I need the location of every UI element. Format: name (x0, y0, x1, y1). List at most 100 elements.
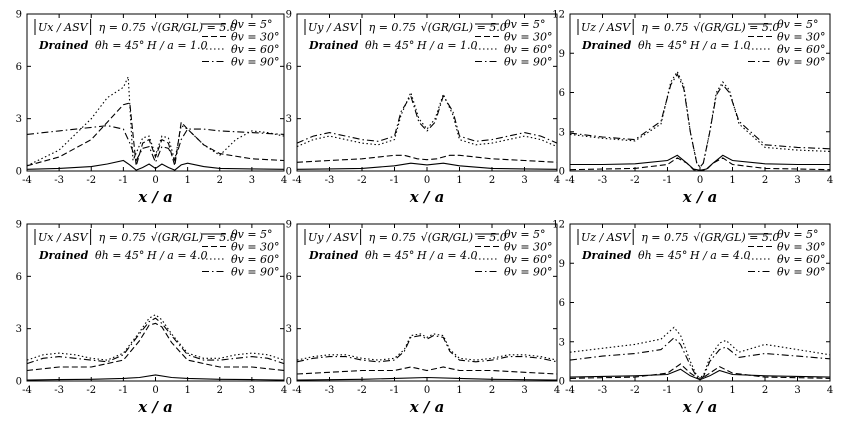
x-tick-label: 2 (489, 385, 495, 396)
x-tick-label: 3 (521, 385, 527, 396)
x-axis-label: x / a (137, 188, 173, 206)
panel-5: -4 -3 -2 -1 0 1 2 3 4 0 3 6 9 x / a Uy / ASV η = 0.75 √(… (286, 220, 561, 417)
y-tick-label: 9 (16, 220, 22, 231)
y-tick-label: 12 (552, 10, 565, 21)
y-tick-label: 3 (286, 114, 292, 125)
legend-label-1: θv = 5° (504, 228, 546, 241)
series-line-4 (569, 73, 831, 168)
y-tick-label: 9 (559, 259, 565, 270)
x-tick-label: -3 (54, 175, 64, 186)
x-tick-label: -4 (22, 175, 32, 186)
y-tick-label: 0 (16, 377, 22, 388)
x-tick-label: -1 (390, 175, 400, 186)
x-axis-label: x / a (682, 188, 718, 206)
stiffness-ratio-annotation: √(GR/GL) = 5.0 (693, 21, 779, 34)
h-over-a-annotation: H / a = 1.0 (416, 39, 478, 52)
chart-title: Uz / ASV (581, 231, 631, 244)
legend-label-3: θv = 60° (231, 43, 280, 56)
y-tick-label: 12 (552, 220, 565, 231)
legend-label-1: θv = 5° (777, 228, 819, 241)
x-tick-label: 0 (697, 175, 703, 186)
x-tick-label: 2 (217, 385, 223, 396)
x-tick-label: 0 (152, 175, 158, 186)
chart-title: Ux / ASV (38, 21, 89, 34)
series-line-3 (569, 326, 831, 378)
y-tick-label: 6 (559, 298, 565, 309)
x-tick-label: 3 (794, 175, 800, 186)
x-tick-label: -1 (390, 385, 400, 396)
x-tick-label: -2 (357, 385, 367, 396)
y-tick-label: 3 (286, 324, 292, 335)
x-tick-label: -4 (565, 385, 575, 396)
legend-label-3: θv = 60° (777, 253, 826, 266)
x-tick-label: -3 (598, 175, 608, 186)
eta-annotation: η = 0.75 (369, 231, 416, 244)
chart-title: Uz / ASV (581, 21, 631, 34)
x-tick-label: -3 (598, 385, 608, 396)
x-tick-label: -1 (663, 175, 673, 186)
y-tick-label: 0 (559, 167, 565, 178)
theta-h-annotation: θh = 45° (638, 39, 687, 52)
x-axis-label: x / a (409, 188, 445, 206)
series-line-3 (26, 76, 285, 167)
legend-label-2: θv = 30° (231, 241, 280, 254)
drained-annotation: Drained (38, 249, 89, 262)
y-tick-label: 0 (286, 377, 292, 388)
legend-label-2: θv = 30° (231, 31, 280, 44)
x-tick-label: -3 (325, 175, 335, 186)
y-tick-label: 9 (286, 220, 292, 231)
y-tick-label: 6 (286, 272, 292, 283)
x-tick-label: 1 (184, 385, 190, 396)
legend-label-4: θv = 90° (504, 266, 553, 279)
series-line-1 (26, 374, 285, 381)
y-tick-label: 0 (559, 377, 565, 388)
y-tick-label: 6 (16, 272, 22, 283)
series-line-3 (26, 314, 285, 361)
x-tick-label: -2 (86, 175, 96, 186)
x-tick-label: 4 (554, 385, 560, 396)
eta-annotation: η = 0.75 (641, 21, 688, 34)
legend-label-4: θv = 90° (504, 56, 553, 69)
y-tick-label: 9 (16, 10, 22, 21)
x-tick-label: 4 (281, 385, 287, 396)
legend-label-2: θv = 30° (777, 31, 826, 44)
x-tick-label: -4 (22, 385, 32, 396)
chart-title: Uy / ASV (308, 21, 359, 34)
eta-annotation: η = 0.75 (369, 21, 416, 34)
y-tick-label: 6 (559, 88, 565, 99)
x-tick-label: -4 (292, 175, 302, 186)
panel-1: -4 -3 -2 -1 0 1 2 3 4 0 3 6 9 x / a Ux / ASV η = 0.75 √(… (16, 10, 288, 207)
eta-annotation: η = 0.75 (641, 231, 688, 244)
series-line-4 (296, 335, 558, 363)
legend-label-4: θv = 90° (777, 56, 826, 69)
stiffness-ratio-annotation: √(GR/GL) = 5.0 (693, 231, 779, 244)
legend-label-4: θv = 90° (231, 266, 280, 279)
legend-label-1: θv = 5° (504, 18, 546, 31)
series-line-4 (569, 337, 831, 379)
x-tick-label: -1 (663, 385, 673, 396)
x-axis-label: x / a (409, 398, 445, 416)
series-line-3 (569, 70, 831, 168)
series-line-1 (26, 159, 285, 171)
y-tick-label: 3 (16, 324, 22, 335)
theta-h-annotation: θh = 45° (95, 39, 144, 52)
h-over-a-annotation: H / a = 4.0 (146, 249, 208, 262)
theta-h-annotation: θh = 45° (365, 249, 414, 262)
x-tick-label: 0 (152, 385, 158, 396)
x-tick-label: 3 (794, 385, 800, 396)
legend-label-3: θv = 60° (504, 253, 553, 266)
y-tick-label: 3 (559, 127, 565, 138)
x-tick-label: -2 (86, 385, 96, 396)
x-tick-label: 2 (762, 175, 768, 186)
drained-annotation: Drained (308, 39, 359, 52)
panel-4: -4 -3 -2 -1 0 1 2 3 4 0 3 6 9 x / a Ux / ASV η = 0.75 √(… (16, 220, 288, 417)
stiffness-ratio-annotation: √(GR/GL) = 5.0 (421, 231, 507, 244)
x-tick-label: 2 (762, 385, 768, 396)
x-tick-label: -1 (119, 175, 129, 186)
x-tick-label: 1 (456, 175, 462, 186)
eta-annotation: η = 0.75 (99, 231, 146, 244)
x-tick-label: 1 (184, 175, 190, 186)
series-line-4 (296, 94, 558, 144)
chart-title: Ux / ASV (38, 231, 89, 244)
series-line-1 (296, 162, 558, 170)
